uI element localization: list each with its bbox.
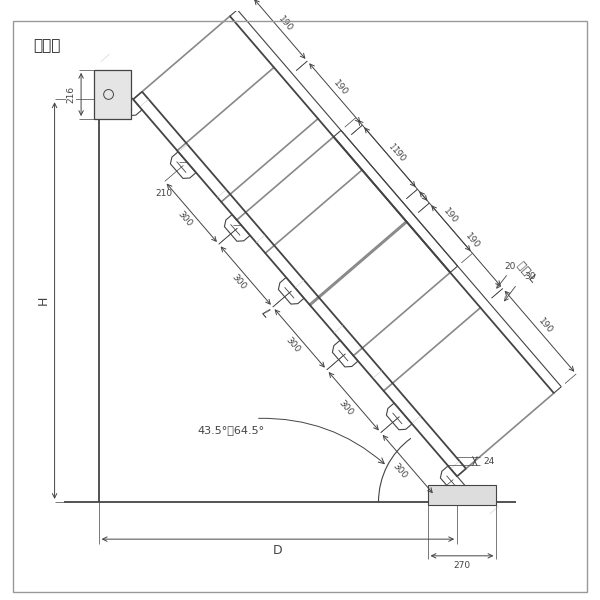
Text: 190: 190 [536,317,554,335]
Text: 側面図: 側面図 [33,38,61,53]
Text: D: D [273,544,283,557]
Text: 笠木 L: 笠木 L [516,260,539,284]
Text: 190: 190 [277,14,295,34]
Text: 190: 190 [332,79,350,97]
Text: 300: 300 [337,398,355,417]
Text: 43.5°～64.5°: 43.5°～64.5° [198,425,265,435]
Text: 216: 216 [67,86,76,103]
Text: 300: 300 [229,272,247,292]
Text: 20: 20 [505,262,516,271]
Text: 190: 190 [442,206,460,226]
Text: 190: 190 [463,231,481,250]
Text: 30: 30 [524,272,536,281]
Text: 210: 210 [155,189,172,198]
Text: 270: 270 [454,561,470,570]
Text: 300: 300 [175,210,193,229]
Text: 300: 300 [283,335,301,355]
Text: 190: 190 [389,146,407,164]
Text: L: L [258,307,272,320]
Text: 190: 190 [387,143,405,161]
Text: 24: 24 [483,457,494,466]
Bar [428,485,496,505]
Text: H: H [37,296,49,305]
Bar [94,70,131,119]
Text: 300: 300 [391,461,409,480]
